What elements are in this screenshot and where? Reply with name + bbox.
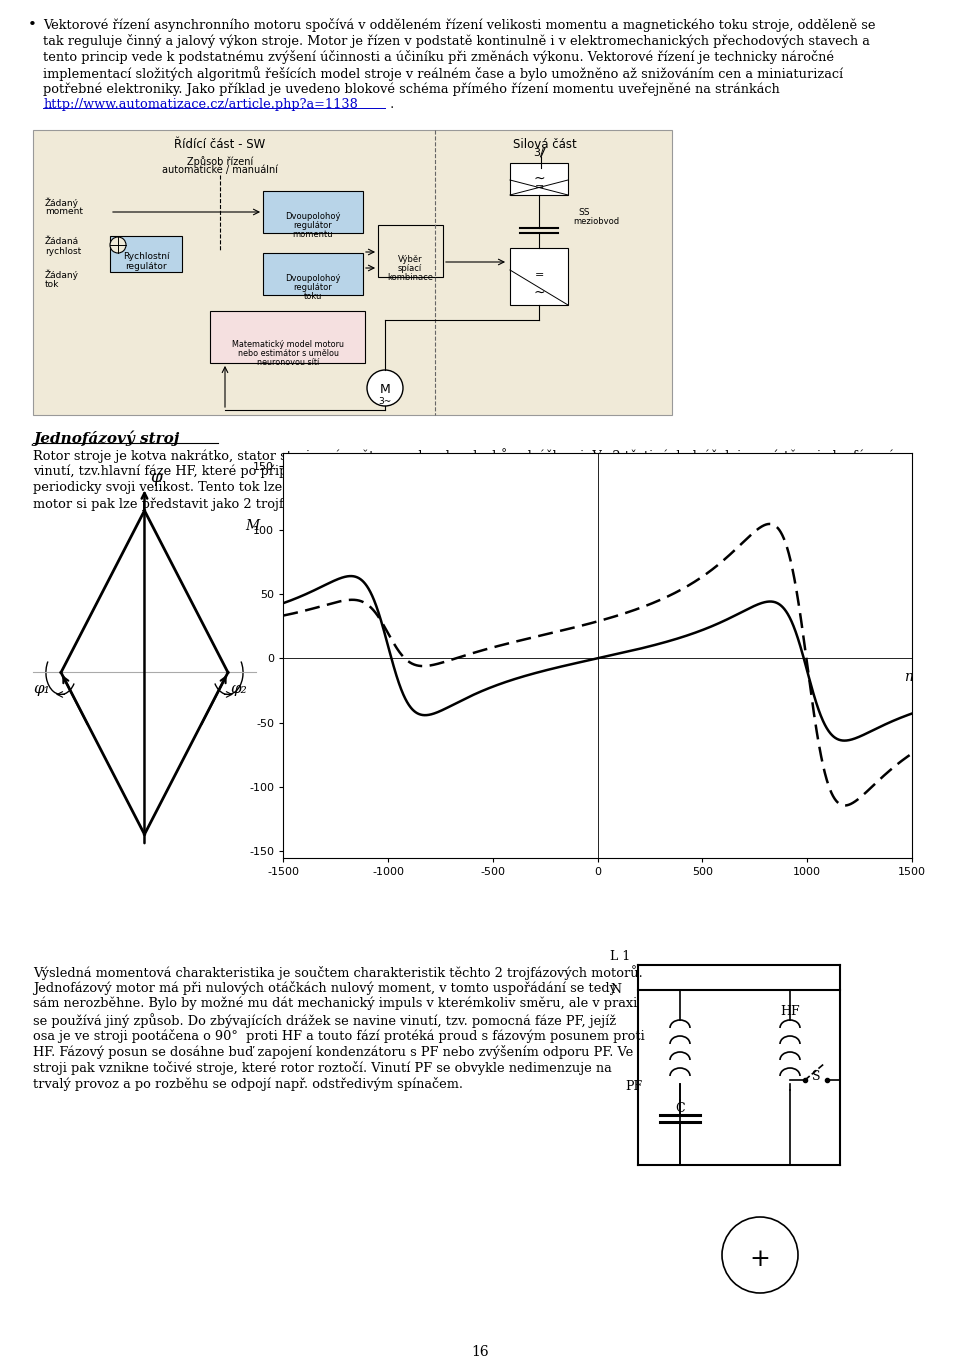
Text: Rychlostní: Rychlostní [123,252,169,261]
Bar [510,163,568,195]
Text: HF: HF [780,1006,800,1018]
Bar [510,248,568,305]
Text: automatické / manuální: automatické / manuální [162,165,278,176]
Text: N: N [610,982,621,996]
Text: se používá jiný způsob. Do zbývajících drážek se navine vinutí, tzv. pomocná fáz: se používá jiný způsob. Do zbývajících d… [33,1013,616,1028]
Text: Výběr: Výběr [397,255,422,263]
Text: =: = [535,182,543,192]
Text: Žádaný: Žádaný [45,270,79,280]
Text: M: M [246,519,260,532]
Text: http://www.automatizace.cz/article.php?a=1138: http://www.automatizace.cz/article.php?a… [43,97,358,111]
Text: tento princip vede k podstatnému zvýšení účinnosti a účiníku při změnách výkonu.: tento princip vede k podstatnému zvýšení… [43,49,834,64]
Text: 16: 16 [471,1345,489,1360]
Text: M: M [379,383,391,397]
Text: tok: tok [45,280,60,289]
Text: Rotor stroje je kotva nakrátko, stator stroje má opět mag.obvod z plechů s drážk: Rotor stroje je kotva nakrátko, stator s… [33,449,895,462]
Text: toku: toku [303,292,323,300]
Text: moment: moment [45,207,83,215]
Text: ~: ~ [533,285,545,300]
Text: Žádaná: Žádaná [45,237,79,246]
Bar [263,252,363,295]
Bar [210,311,365,364]
Text: HF. Fázový posun se dosáhne buď zapojení kondenzátoru s PF nebo zvýšením odporu : HF. Fázový posun se dosáhne buď zapojení… [33,1045,634,1059]
Text: neuronovou sítí: neuronovou sítí [257,358,319,366]
Text: Jednofázový motor má při nulových otáčkách nulový moment, v tomto uspořádání se : Jednofázový motor má při nulových otáčká… [33,981,617,995]
Text: implementací složitých algoritmů řešících model stroje v reálném čase a bylo umo: implementací složitých algoritmů řešícíc… [43,66,843,81]
Text: •: • [28,18,36,32]
Text: motor si pak lze představit jako 2 trojfázové stroje působcí proti sobě.: motor si pak lze představit jako 2 trojf… [33,497,492,510]
Bar [33,130,672,414]
Text: Žádaný: Žádaný [45,198,79,207]
Text: vinutí, tzv.hlavní fáze HF, které po připojení ke střídavému napětí vytvoří puls: vinutí, tzv.hlavní fáze HF, které po při… [33,464,854,477]
Text: Silová část: Silová část [514,139,577,151]
Text: Dvoupolohoý: Dvoupolohoý [285,274,341,283]
Text: Vektorové řízení asynchronního motoru spočívá v odděleném řízení velikosti momen: Vektorové řízení asynchronního motoru sp… [43,18,876,32]
Text: sám nerozběhne. Bylo by možné mu dát mechanický impuls v kterémkoliv směru, ale : sám nerozběhne. Bylo by možné mu dát mec… [33,997,637,1011]
Text: tak reguluje činný a jalový výkon stroje. Motor je řízen v podstatě kontinulně i: tak reguluje činný a jalový výkon stroje… [43,34,870,48]
Text: trvalý provoz a po rozběhu se odpojí např. odstředivým spínačem.: trvalý provoz a po rozběhu se odpojí nap… [33,1077,463,1091]
Text: L 1: L 1 [610,949,631,963]
Text: regulátor: regulátor [125,262,167,272]
Bar [110,236,182,272]
Text: =: = [535,270,543,280]
Circle shape [367,370,403,406]
Bar [378,225,443,277]
Text: rychlost: rychlost [45,247,82,257]
Text: nebo estimátor s umělou: nebo estimátor s umělou [237,348,339,358]
Text: stroji pak vznikne točivé stroje, které rotor roztočí. Vinutí PF se obvykle nedi: stroji pak vznikne točivé stroje, které … [33,1061,612,1076]
Text: Jednofázový stroj: Jednofázový stroj [33,429,180,446]
Text: SS: SS [578,209,589,217]
Text: regulátor: regulátor [294,221,332,230]
Text: C: C [675,1102,684,1115]
Text: Dvoupolohoý: Dvoupolohoý [285,213,341,221]
Bar [263,191,363,233]
Circle shape [110,237,126,252]
Text: osa je ve stroji pootáčena o 90°  proti HF a touto fází protéká proud s fázovým : osa je ve stroji pootáčena o 90° proti H… [33,1029,645,1043]
Text: +: + [750,1249,771,1270]
Text: meziobvod: meziobvod [573,217,619,226]
Text: PF: PF [625,1080,642,1093]
Text: Způsob řízení: Způsob řízení [187,156,253,167]
Text: momentu: momentu [293,230,333,239]
Text: periodicky svoji velikost. Tento tok lze rozložit na 2 stejně velká točivá pole,: periodicky svoji velikost. Tento tok lze… [33,480,875,494]
Text: Matematický model motoru: Matematický model motoru [232,340,344,348]
Text: ~: ~ [533,172,545,187]
Text: S: S [812,1070,821,1083]
Text: 3/: 3/ [533,148,543,158]
Text: potřebné elektroniky. Jako příklad je uvedeno blokové schéma přímého řízení mome: potřebné elektroniky. Jako příklad je uv… [43,82,780,96]
Text: regulátor: regulátor [294,283,332,292]
Text: n: n [903,671,913,685]
Text: φ: φ [150,469,161,486]
Text: φ₂: φ₂ [230,682,247,697]
Text: spíací: spíací [397,263,422,273]
Text: 3~: 3~ [378,397,392,406]
Text: Výsledná momentová charakteristika je součtem charakteristik těchto 2 trojfázový: Výsledná momentová charakteristika je so… [33,965,643,980]
Text: Řídící část - SW: Řídící část - SW [175,139,266,151]
Text: φ₁: φ₁ [34,682,50,697]
Circle shape [722,1217,798,1292]
Text: .: . [386,97,395,111]
Text: kombinace: kombinace [387,273,433,283]
